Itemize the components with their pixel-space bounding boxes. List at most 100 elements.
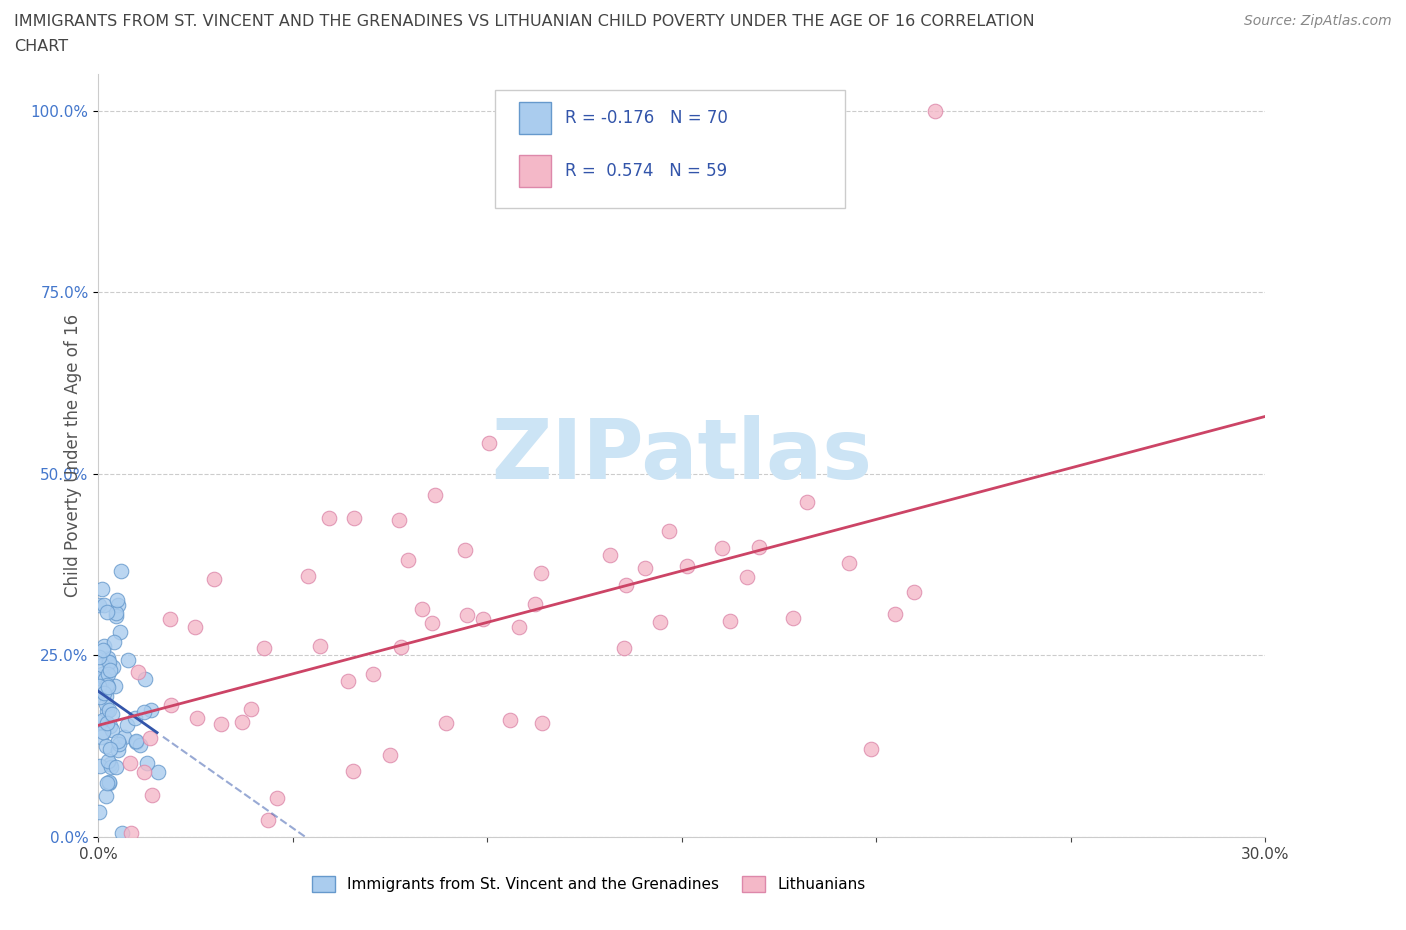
Point <box>89 804 111 819</box>
Point <box>141 788 163 803</box>
Point <box>471 611 494 626</box>
Point <box>524 596 547 611</box>
Point <box>613 641 636 656</box>
Point <box>96 715 118 730</box>
Text: Source: ZipAtlas.com: Source: ZipAtlas.com <box>1244 14 1392 28</box>
Point <box>89 714 111 729</box>
Point <box>108 624 131 639</box>
Point <box>107 743 129 758</box>
Point <box>782 611 804 626</box>
Point <box>97 655 120 670</box>
Point <box>159 612 181 627</box>
Point <box>132 764 155 779</box>
Point <box>530 715 553 730</box>
Point <box>748 539 770 554</box>
Point <box>91 666 114 681</box>
Point <box>97 680 120 695</box>
Point <box>266 790 288 805</box>
Point <box>89 689 111 704</box>
Point <box>159 698 181 713</box>
Point <box>93 597 115 612</box>
Point <box>389 639 412 654</box>
Point <box>422 616 444 631</box>
Legend: Immigrants from St. Vincent and the Grenadines, Lithuanians: Immigrants from St. Vincent and the Gren… <box>305 870 872 898</box>
Point <box>111 826 134 841</box>
Point <box>124 711 146 725</box>
Point <box>101 706 124 721</box>
Point <box>91 658 114 672</box>
Point <box>710 540 733 555</box>
Point <box>796 495 818 510</box>
Point <box>97 650 120 665</box>
Point <box>648 614 671 629</box>
Point <box>297 569 319 584</box>
Point <box>231 714 253 729</box>
Point <box>530 565 553 580</box>
FancyBboxPatch shape <box>495 89 845 208</box>
Point <box>202 572 225 587</box>
Point <box>101 659 124 674</box>
Point <box>125 735 148 750</box>
Point <box>456 607 478 622</box>
Point <box>342 764 364 778</box>
Point <box>209 717 232 732</box>
Point <box>89 598 111 613</box>
Point <box>120 826 142 841</box>
Point <box>318 511 340 525</box>
Point <box>134 671 156 686</box>
Point <box>883 606 905 621</box>
Point <box>411 602 433 617</box>
Point <box>97 703 120 718</box>
Text: R =  0.574   N = 59: R = 0.574 N = 59 <box>565 162 727 180</box>
Point <box>98 775 121 790</box>
Point <box>104 679 127 694</box>
Point <box>107 597 129 612</box>
Point <box>499 713 522 728</box>
Point <box>112 729 135 744</box>
Point <box>105 759 128 774</box>
Point <box>924 103 946 118</box>
Point <box>98 741 121 756</box>
Point <box>96 704 118 719</box>
Point <box>91 643 114 658</box>
Point <box>89 758 111 773</box>
Point <box>118 755 141 770</box>
Point <box>100 757 122 772</box>
Point <box>139 731 162 746</box>
Point <box>614 578 637 592</box>
Text: CHART: CHART <box>14 39 67 54</box>
Point <box>434 715 457 730</box>
Point <box>96 776 118 790</box>
Point <box>98 663 121 678</box>
Point <box>100 723 122 737</box>
Point <box>107 734 129 749</box>
Point <box>96 604 118 619</box>
Point <box>478 435 501 450</box>
Point <box>93 639 115 654</box>
Point <box>89 649 111 664</box>
Point <box>90 729 112 744</box>
Point <box>96 678 118 693</box>
Point <box>139 702 162 717</box>
Point <box>253 641 276 656</box>
Point <box>337 673 360 688</box>
Point <box>903 585 925 600</box>
Point <box>94 671 117 686</box>
Point <box>117 653 139 668</box>
Point <box>110 564 132 578</box>
Point <box>135 756 157 771</box>
Point <box>239 701 262 716</box>
Point <box>599 548 621 563</box>
Point <box>676 559 699 574</box>
Point <box>396 552 419 567</box>
Point <box>94 739 117 754</box>
Point <box>186 711 208 725</box>
Point <box>718 613 741 628</box>
Point <box>89 678 111 693</box>
Point <box>454 542 477 557</box>
Point <box>146 764 169 779</box>
Point <box>94 789 117 804</box>
Point <box>98 776 121 790</box>
Point <box>343 511 366 525</box>
Point <box>97 655 120 670</box>
